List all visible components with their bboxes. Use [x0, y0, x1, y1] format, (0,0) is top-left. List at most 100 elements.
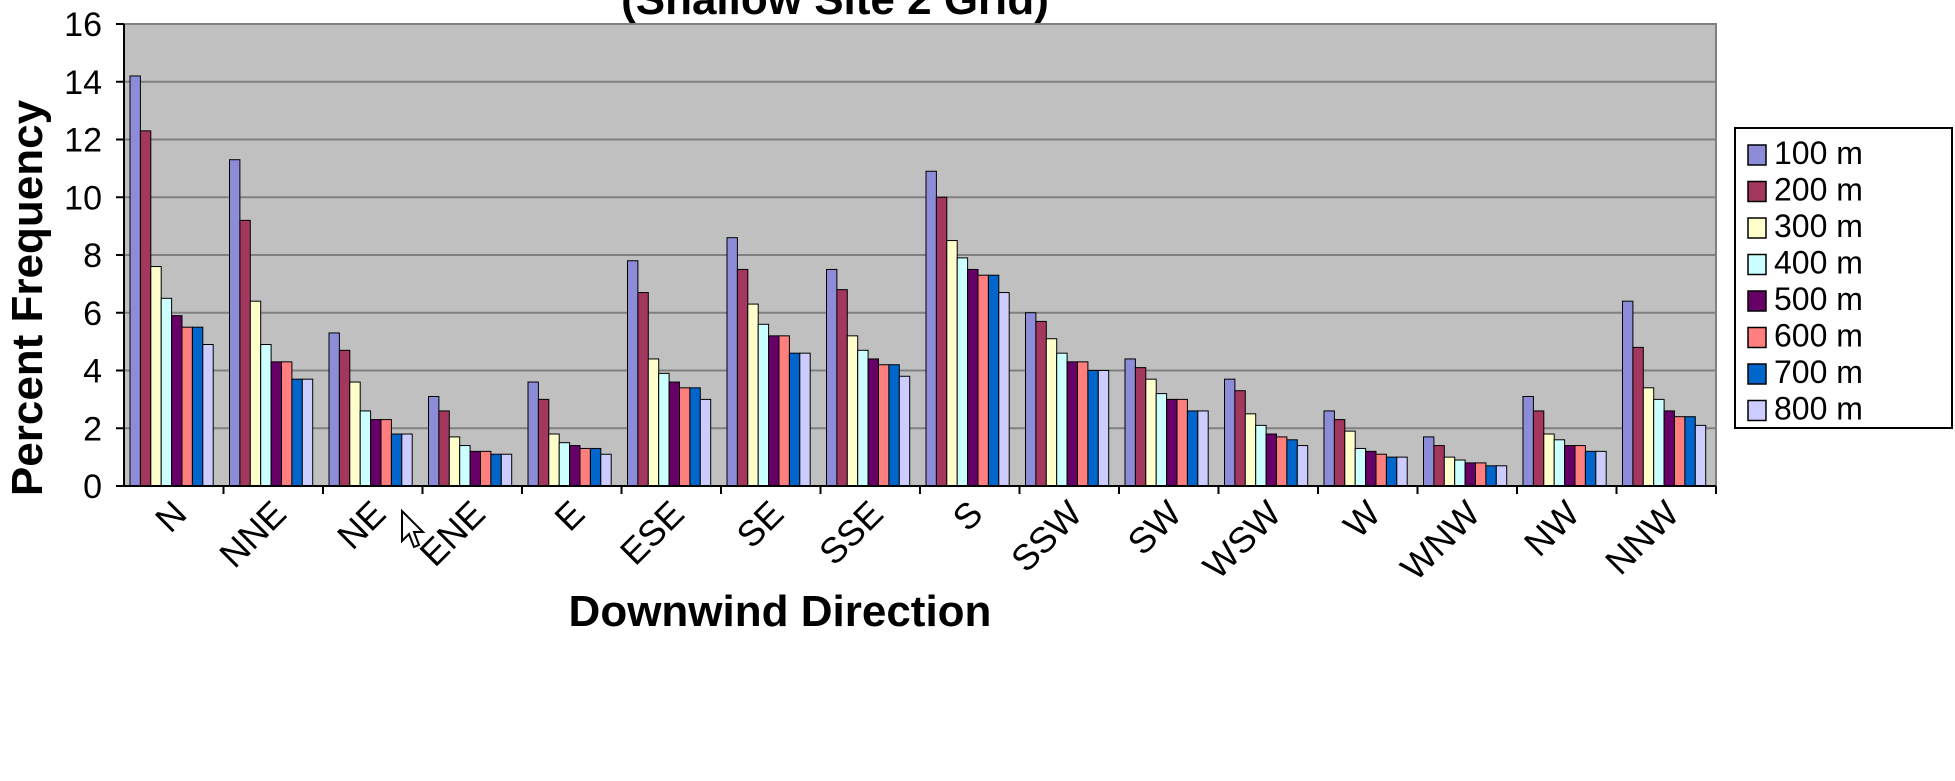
- bar: [1532, 410, 1545, 487]
- bar: [1694, 424, 1707, 487]
- bar: [799, 352, 811, 487]
- bar: [1186, 410, 1199, 487]
- bar: [1124, 358, 1136, 487]
- bar: [1286, 439, 1298, 487]
- bar: [1684, 416, 1696, 487]
- legend-swatch: [1747, 180, 1767, 203]
- bar: [301, 378, 314, 487]
- bar: [1464, 462, 1476, 487]
- bar: [328, 332, 340, 487]
- bar: [1155, 393, 1168, 487]
- bar: [826, 268, 838, 487]
- bar: [888, 364, 900, 487]
- bars: [129, 75, 1707, 487]
- bar: [558, 442, 571, 487]
- legend-swatch: [1747, 326, 1767, 349]
- bar: [1066, 361, 1078, 487]
- chart-title: (Shallow Site 2 Grid): [621, 0, 1049, 24]
- bar: [480, 450, 492, 487]
- legend-swatch: [1747, 253, 1767, 276]
- bar: [448, 436, 461, 487]
- bar: [1323, 410, 1335, 487]
- bar: [202, 344, 214, 487]
- bar: [1176, 398, 1188, 487]
- bar: [747, 303, 759, 487]
- y-tick-label: 6: [83, 295, 102, 333]
- bar: [500, 453, 513, 487]
- bar: [1674, 416, 1686, 487]
- x-tick-label: SE: [728, 493, 791, 556]
- legend-label: 600 m: [1774, 318, 1863, 354]
- x-tick-label: WNW: [1392, 493, 1487, 588]
- legend-label: 800 m: [1774, 391, 1863, 427]
- legend-label: 400 m: [1774, 245, 1863, 281]
- x-tick-label: ESE: [612, 493, 692, 573]
- y-tick-label: 12: [64, 122, 102, 160]
- bar: [1485, 465, 1497, 487]
- bar: [1564, 445, 1576, 487]
- bar: [1224, 378, 1236, 487]
- bar: [1574, 445, 1586, 487]
- bar: [1553, 439, 1566, 487]
- x-tick-label: N: [147, 493, 194, 540]
- bar: [139, 130, 152, 487]
- bar: [1622, 300, 1634, 487]
- x-tick-label: NE: [329, 493, 393, 557]
- bar: [1056, 352, 1068, 487]
- bar: [291, 378, 303, 487]
- legend-swatch: [1747, 290, 1767, 312]
- legend-label: 200 m: [1774, 172, 1863, 208]
- bar: [1495, 465, 1508, 487]
- bar: [1244, 413, 1257, 487]
- bar: [1543, 433, 1555, 487]
- bar: [1097, 370, 1110, 487]
- bar: [1663, 410, 1675, 487]
- x-tick-label: W: [1335, 493, 1388, 546]
- bar: [967, 268, 979, 487]
- bar: [1035, 320, 1047, 487]
- x-axis-title: Downwind Direction: [569, 587, 992, 636]
- bar: [1642, 387, 1655, 487]
- bar: [1454, 459, 1466, 487]
- bar: [1344, 430, 1356, 487]
- legend-swatch: [1747, 363, 1767, 385]
- y-tick-label: 14: [64, 64, 102, 102]
- bar: [736, 268, 749, 487]
- bar: [459, 445, 471, 487]
- bar: [490, 453, 502, 487]
- bar: [1077, 361, 1089, 487]
- bar: [998, 292, 1010, 487]
- bar: [160, 297, 173, 487]
- x-tick-label: WSW: [1195, 493, 1289, 587]
- bar: [359, 410, 372, 487]
- y-ticks: 0 2 4 6 8 10 12 14 16: [64, 6, 124, 506]
- bar: [191, 326, 204, 487]
- bar: [1265, 433, 1277, 487]
- bar: [987, 274, 1000, 487]
- bar: [1134, 367, 1147, 487]
- bar: [129, 75, 141, 487]
- bar: [1025, 312, 1037, 487]
- bar: [857, 349, 869, 487]
- bar: [1296, 445, 1309, 487]
- legend-label: 300 m: [1774, 208, 1863, 244]
- bar: [946, 240, 958, 487]
- bar: [757, 323, 770, 487]
- bar: [726, 237, 738, 487]
- x-tick-label: SW: [1119, 493, 1189, 563]
- bar: [1045, 338, 1058, 487]
- bar: [647, 358, 660, 487]
- legend-box: [1734, 127, 1953, 429]
- bar: [181, 326, 193, 487]
- bar: [589, 447, 602, 487]
- bar: [338, 349, 351, 487]
- x-tick-label: ENE: [412, 493, 493, 574]
- bar: [977, 274, 989, 487]
- bar: [281, 361, 293, 487]
- bar: [239, 219, 251, 487]
- bar: [260, 344, 272, 487]
- bar: [689, 387, 701, 487]
- bar: [579, 447, 591, 487]
